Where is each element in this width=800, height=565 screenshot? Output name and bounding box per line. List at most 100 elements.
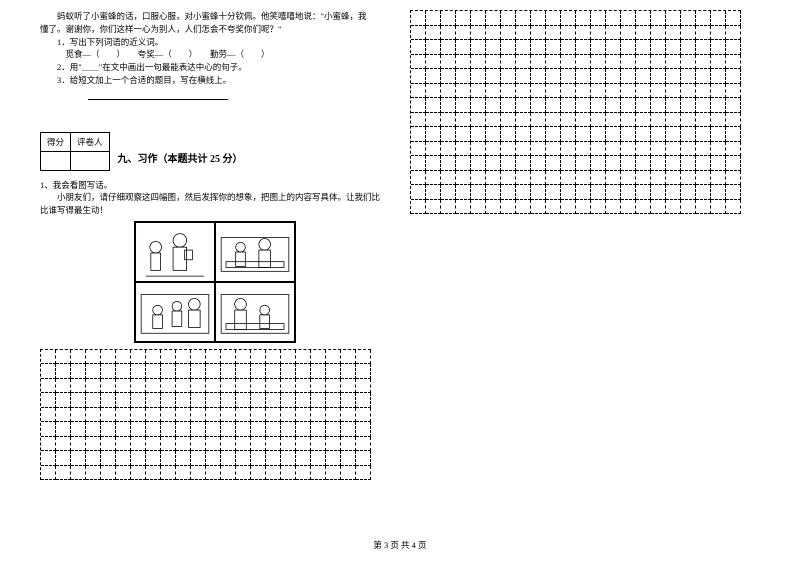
- grid-cell: [711, 185, 726, 200]
- grid-cell: [266, 466, 281, 481]
- grid-cell: [606, 185, 621, 200]
- grid-cell: [441, 98, 456, 113]
- grid-cell: [681, 40, 696, 55]
- grid-cell: [681, 98, 696, 113]
- grid-cell: [311, 437, 326, 452]
- grid-cell: [326, 364, 341, 379]
- grid-cell: [191, 437, 206, 452]
- grid-cell: [726, 11, 741, 26]
- grid-cell: [606, 40, 621, 55]
- grid-cell: [266, 364, 281, 379]
- grid-cell: [41, 422, 56, 437]
- grid-cell: [681, 200, 696, 215]
- grid-cell: [516, 200, 531, 215]
- grid-cell: [486, 69, 501, 84]
- grid-cell: [621, 185, 636, 200]
- grid-cell: [131, 350, 146, 365]
- grid-cell: [561, 84, 576, 99]
- grid-cell: [546, 40, 561, 55]
- grid-cell: [666, 26, 681, 41]
- grid-cell: [131, 466, 146, 481]
- grid-cell: [161, 379, 176, 394]
- grid-cell: [696, 11, 711, 26]
- grid-cell: [576, 171, 591, 186]
- grid-cell: [711, 40, 726, 55]
- grid-cell: [711, 156, 726, 171]
- grid-cell: [236, 466, 251, 481]
- grid-cell: [251, 451, 266, 466]
- grid-cell: [576, 69, 591, 84]
- writing-grid-left: [40, 349, 371, 481]
- grid-cell: [561, 40, 576, 55]
- grid-cell: [236, 408, 251, 423]
- grid-cell: [221, 422, 236, 437]
- grid-row: [411, 142, 741, 157]
- grid-cell: [696, 200, 711, 215]
- grid-cell: [696, 40, 711, 55]
- grid-cell: [516, 26, 531, 41]
- grid-cell: [576, 200, 591, 215]
- grid-cell: [576, 55, 591, 70]
- grid-cell: [486, 55, 501, 70]
- left-column: 蚂蚁听了小蜜蜂的话，口服心服，对小蜜蜂十分钦佩。他笑嘻嘻地说："小蜜蜂，我 懂了…: [30, 10, 400, 565]
- grid-cell: [441, 200, 456, 215]
- grid-cell: [546, 11, 561, 26]
- grid-cell: [501, 156, 516, 171]
- grid-cell: [456, 113, 471, 128]
- grid-cell: [651, 98, 666, 113]
- grid-cell: [501, 127, 516, 142]
- grid-cell: [116, 451, 131, 466]
- grid-cell: [441, 26, 456, 41]
- grid-cell: [86, 466, 101, 481]
- grid-cell: [206, 393, 221, 408]
- grid-cell: [681, 142, 696, 157]
- grid-cell: [341, 466, 356, 481]
- grid-cell: [411, 26, 426, 41]
- grid-cell: [486, 156, 501, 171]
- grid-cell: [411, 98, 426, 113]
- grid-cell: [71, 422, 86, 437]
- grid-row: [411, 26, 741, 41]
- grid-cell: [221, 393, 236, 408]
- grid-cell: [441, 40, 456, 55]
- right-column: [400, 10, 770, 565]
- grid-cell: [251, 379, 266, 394]
- grid-cell: [486, 40, 501, 55]
- grid-cell: [576, 127, 591, 142]
- grid-cell: [621, 69, 636, 84]
- grid-cell: [666, 200, 681, 215]
- grid-cell: [131, 379, 146, 394]
- grid-cell: [591, 127, 606, 142]
- grid-cell: [606, 200, 621, 215]
- grid-cell: [326, 393, 341, 408]
- grid-cell: [546, 171, 561, 186]
- grid-cell: [591, 156, 606, 171]
- grid-row: [41, 422, 371, 437]
- grid-cell: [221, 466, 236, 481]
- grid-cell: [411, 127, 426, 142]
- grid-cell: [576, 98, 591, 113]
- grid-cell: [356, 422, 371, 437]
- grid-cell: [501, 98, 516, 113]
- grid-cell: [191, 408, 206, 423]
- grid-cell: [621, 113, 636, 128]
- grid-cell: [326, 437, 341, 452]
- grid-row: [41, 364, 371, 379]
- grid-cell: [161, 437, 176, 452]
- grid-cell: [341, 379, 356, 394]
- grid-cell: [546, 98, 561, 113]
- grid-cell: [356, 408, 371, 423]
- grid-cell: [591, 40, 606, 55]
- grid-cell: [131, 408, 146, 423]
- reading-intro-l1: 蚂蚁听了小蜜蜂的话，口服心服，对小蜜蜂十分钦佩。他笑嘻嘻地说："小蜜蜂，我: [40, 10, 390, 23]
- grid-cell: [251, 350, 266, 365]
- grid-cell: [441, 11, 456, 26]
- grid-cell: [621, 156, 636, 171]
- grid-cell: [281, 437, 296, 452]
- grid-cell: [221, 350, 236, 365]
- grid-row: [41, 408, 371, 423]
- grid-cell: [71, 379, 86, 394]
- grid-cell: [576, 84, 591, 99]
- grid-cell: [426, 171, 441, 186]
- grid-cell: [206, 451, 221, 466]
